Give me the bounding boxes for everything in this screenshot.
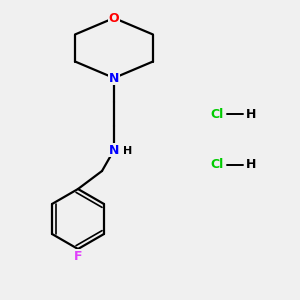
Text: H: H [123,146,132,157]
Text: Cl: Cl [210,158,223,172]
Text: H: H [246,158,256,172]
Text: H: H [246,107,256,121]
Text: O: O [109,11,119,25]
Text: N: N [109,71,119,85]
Text: N: N [109,143,119,157]
Text: Cl: Cl [210,107,223,121]
Text: F: F [74,250,82,263]
